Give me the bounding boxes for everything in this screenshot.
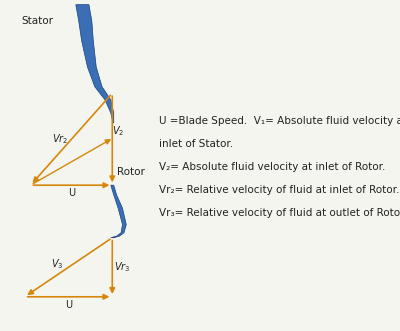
Text: $Vr_2$: $Vr_2$ [52,132,68,146]
Polygon shape [111,185,126,238]
Text: $V_2$: $V_2$ [112,124,124,138]
Text: Vr₃= Relative velocity of fluid at outlet of Rotor.: Vr₃= Relative velocity of fluid at outle… [159,208,400,218]
Text: $V_3$: $V_3$ [51,257,63,271]
Text: U: U [68,188,75,198]
Text: inlet of Stator.: inlet of Stator. [159,139,233,149]
Text: Stator: Stator [22,16,54,26]
Text: Rotor: Rotor [117,167,144,177]
Polygon shape [76,5,114,123]
Text: V₂= Absolute fluid velocity at inlet of Rotor.: V₂= Absolute fluid velocity at inlet of … [159,162,385,172]
Text: $Vr_3$: $Vr_3$ [114,260,131,274]
Text: U: U [65,300,72,310]
Text: U =Blade Speed.  V₁= Absolute fluid velocity at: U =Blade Speed. V₁= Absolute fluid veloc… [159,116,400,126]
Text: Vr₂= Relative velocity of fluid at inlet of Rotor.: Vr₂= Relative velocity of fluid at inlet… [159,185,399,195]
